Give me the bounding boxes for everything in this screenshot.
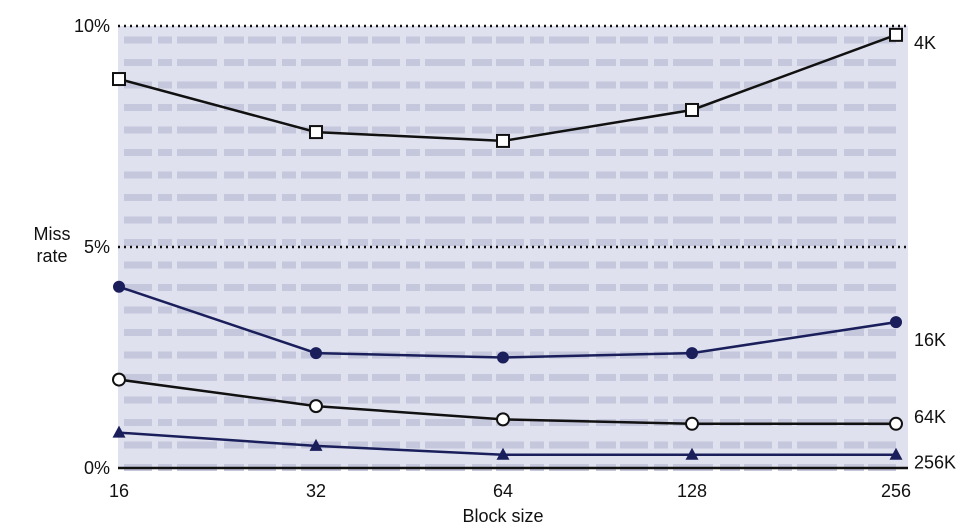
x-tick-label: 64 xyxy=(493,481,513,501)
y-tick-label: 5% xyxy=(84,237,110,257)
data-point-16K-32 xyxy=(310,347,322,360)
data-point-4K-32 xyxy=(309,125,323,140)
series-label-16K: 16K xyxy=(914,330,946,350)
data-point-16K-16 xyxy=(113,280,125,293)
data-point-256K-32 xyxy=(309,438,323,451)
data-point-4K-16 xyxy=(112,72,126,87)
data-point-64K-128 xyxy=(685,416,699,431)
y-tick-label: 10% xyxy=(74,16,110,36)
data-point-16K-64 xyxy=(497,351,509,364)
x-tick-label: 32 xyxy=(306,481,326,501)
x-tick-labels: 16 32 64 128 256 xyxy=(109,481,911,501)
data-point-16K-128 xyxy=(686,347,698,360)
data-point-256K-16 xyxy=(112,425,126,438)
y-tick-labels: 0% 5% 10% xyxy=(74,16,110,478)
series-markers xyxy=(112,27,903,460)
y-tick-label: 0% xyxy=(84,458,110,478)
data-point-64K-64 xyxy=(496,412,510,427)
x-tick-label: 128 xyxy=(677,481,707,501)
data-point-4K-256 xyxy=(889,27,903,42)
series-labels: 4K 16K 64K 256K xyxy=(914,33,956,473)
background-text-texture xyxy=(124,36,902,471)
series-label-64K: 64K xyxy=(914,407,946,427)
data-point-64K-16 xyxy=(112,372,126,387)
series-label-256K: 256K xyxy=(914,453,956,473)
series-label-4K: 4K xyxy=(914,33,936,53)
data-point-64K-256 xyxy=(889,416,903,431)
data-point-16K-256 xyxy=(890,316,902,329)
data-point-4K-64 xyxy=(496,133,510,148)
y-axis-title-line1: Miss xyxy=(34,224,71,244)
x-tick-label: 256 xyxy=(881,481,911,501)
plot-background xyxy=(118,26,908,468)
data-point-256K-64 xyxy=(496,447,510,460)
x-axis-title: Block size xyxy=(462,506,543,526)
x-tick-label: 16 xyxy=(109,481,129,501)
data-point-4K-128 xyxy=(685,102,699,117)
data-point-64K-32 xyxy=(309,399,323,414)
y-axis-title-line2: rate xyxy=(36,246,67,266)
data-point-256K-256 xyxy=(889,447,903,460)
data-point-256K-128 xyxy=(685,447,699,460)
